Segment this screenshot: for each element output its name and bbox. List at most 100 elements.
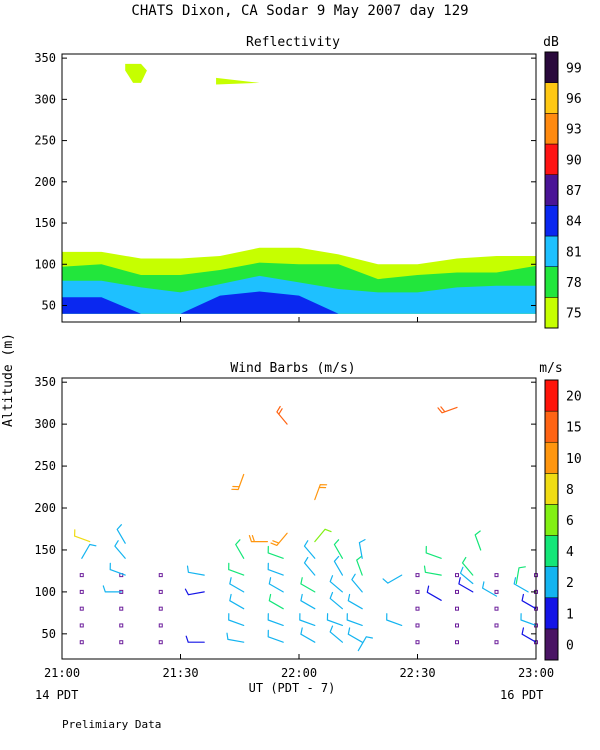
wind-barb bbox=[267, 629, 284, 643]
colorbar-label: 96 bbox=[566, 92, 582, 107]
wind-y-axis: 50 100 150 200 250 300 350 bbox=[34, 375, 536, 641]
wind-x-tick-label: 23:00 bbox=[518, 666, 554, 680]
calm-marker bbox=[119, 606, 124, 611]
wind-barb bbox=[358, 539, 366, 559]
wind-barb bbox=[231, 473, 245, 491]
wind-barb bbox=[425, 545, 442, 559]
wind-barb bbox=[276, 405, 288, 425]
page-title: CHATS Dixon, CA Sodar 9 May 2007 day 129 bbox=[131, 3, 468, 19]
calm-marker bbox=[79, 589, 84, 594]
colorbar-label: 20 bbox=[566, 390, 582, 405]
colorbar-swatch bbox=[544, 82, 559, 114]
wind-barb bbox=[81, 543, 97, 559]
wind-x-tick-label: 21:00 bbox=[44, 666, 80, 680]
wind-barb bbox=[386, 613, 403, 626]
colorbar-swatch bbox=[544, 379, 559, 412]
reflectivity-y-tick-label: 50 bbox=[42, 299, 56, 313]
wind-barb bbox=[270, 532, 288, 546]
calm-marker bbox=[455, 640, 459, 645]
calm-marker bbox=[79, 640, 84, 645]
wind-barb bbox=[314, 528, 332, 543]
reflectivity-y-tick-label: 300 bbox=[34, 92, 56, 106]
reflectivity-title: Reflectivity bbox=[246, 35, 340, 50]
wind-barb bbox=[520, 613, 537, 626]
reflectivity-y-tick-label: 150 bbox=[34, 216, 56, 230]
calm-marker bbox=[158, 573, 163, 578]
wind-barb bbox=[458, 577, 474, 593]
calm-marker bbox=[158, 606, 163, 611]
wind-x-tick-label: 21:30 bbox=[162, 666, 198, 680]
wind-barb bbox=[351, 573, 363, 593]
wind-y-tick-label: 250 bbox=[34, 459, 56, 473]
wind-barb bbox=[228, 562, 245, 576]
wind-barb bbox=[229, 577, 245, 593]
wind-frame bbox=[61, 377, 537, 660]
wind-barb bbox=[347, 627, 363, 643]
calm-marker bbox=[79, 623, 84, 628]
calm-marker bbox=[455, 573, 459, 578]
wind-barb bbox=[357, 636, 373, 652]
wind-barb bbox=[268, 593, 284, 610]
reflectivity-y-axis: 50 100 150 200 250 300 350 bbox=[34, 51, 537, 322]
wind-barb bbox=[459, 566, 474, 585]
wind-barb bbox=[382, 574, 403, 584]
reflectivity-y-tick-label: 200 bbox=[34, 175, 56, 189]
wind-barb bbox=[186, 565, 205, 576]
wind-barb bbox=[267, 545, 284, 559]
colorbar-label: 8 bbox=[566, 483, 574, 498]
wind-x-tick-label: 22:30 bbox=[399, 666, 435, 680]
x-axis-label: UT (PDT - 7) bbox=[249, 681, 336, 695]
wind-y-tick-label: 50 bbox=[42, 627, 56, 641]
calm-marker bbox=[494, 606, 499, 611]
colorbar-swatch bbox=[544, 51, 559, 83]
colorbar-label: 1 bbox=[566, 607, 574, 622]
wind-barb bbox=[329, 591, 343, 610]
colorbar-swatch bbox=[544, 441, 559, 474]
colorbar-label: 99 bbox=[566, 61, 582, 76]
calm-marker bbox=[158, 623, 163, 628]
calm-marker bbox=[494, 640, 499, 645]
colorbar-label: 2 bbox=[566, 576, 574, 591]
reflectivity-colorbar-unit: dB bbox=[543, 35, 559, 50]
wind-plot-area bbox=[74, 405, 538, 652]
y-axis-label: Altitude (m) bbox=[1, 333, 16, 427]
wind-barb bbox=[235, 539, 245, 559]
colorbar-swatch bbox=[544, 628, 559, 661]
wind-barb bbox=[515, 566, 526, 585]
calm-marker bbox=[494, 623, 499, 628]
wind-title: Wind Barbs (m/s) bbox=[230, 361, 355, 376]
wind-barb bbox=[329, 625, 343, 643]
colorbar-swatch bbox=[544, 504, 559, 536]
wind-barb bbox=[314, 484, 328, 501]
reflectivity-plot-area bbox=[62, 63, 536, 314]
colorbar-swatch bbox=[544, 143, 559, 175]
calm-marker bbox=[415, 623, 420, 628]
wind-barb bbox=[303, 540, 316, 559]
wind-barb bbox=[346, 613, 363, 626]
colorbar-label: 78 bbox=[566, 276, 582, 291]
wind-barb bbox=[114, 540, 126, 559]
calm-marker bbox=[415, 573, 420, 578]
calm-marker bbox=[455, 623, 459, 628]
wind-barb bbox=[267, 613, 284, 626]
colorbar-label: 81 bbox=[566, 245, 582, 260]
calm-marker bbox=[119, 640, 124, 645]
wind-barb bbox=[248, 535, 268, 543]
wind-barb bbox=[482, 581, 498, 597]
wind-barb bbox=[300, 627, 316, 643]
reflectivity-colorbar: 75 78 81 84 87 90 93 96 99 bbox=[544, 51, 582, 329]
left-time-label: 14 PDT bbox=[35, 688, 78, 702]
wind-barb bbox=[268, 577, 284, 593]
wind-x-axis: 21:00 21:30 22:00 22:30 23:00 bbox=[44, 654, 554, 680]
colorbar-swatch bbox=[544, 597, 559, 630]
calm-marker bbox=[119, 623, 124, 628]
wind-barb bbox=[102, 585, 122, 593]
colorbar-label: 87 bbox=[566, 184, 582, 199]
reflectivity-patch-1 bbox=[125, 63, 147, 83]
calm-marker bbox=[415, 606, 420, 611]
colorbar-label: 15 bbox=[566, 421, 582, 436]
wind-barb bbox=[303, 556, 316, 576]
